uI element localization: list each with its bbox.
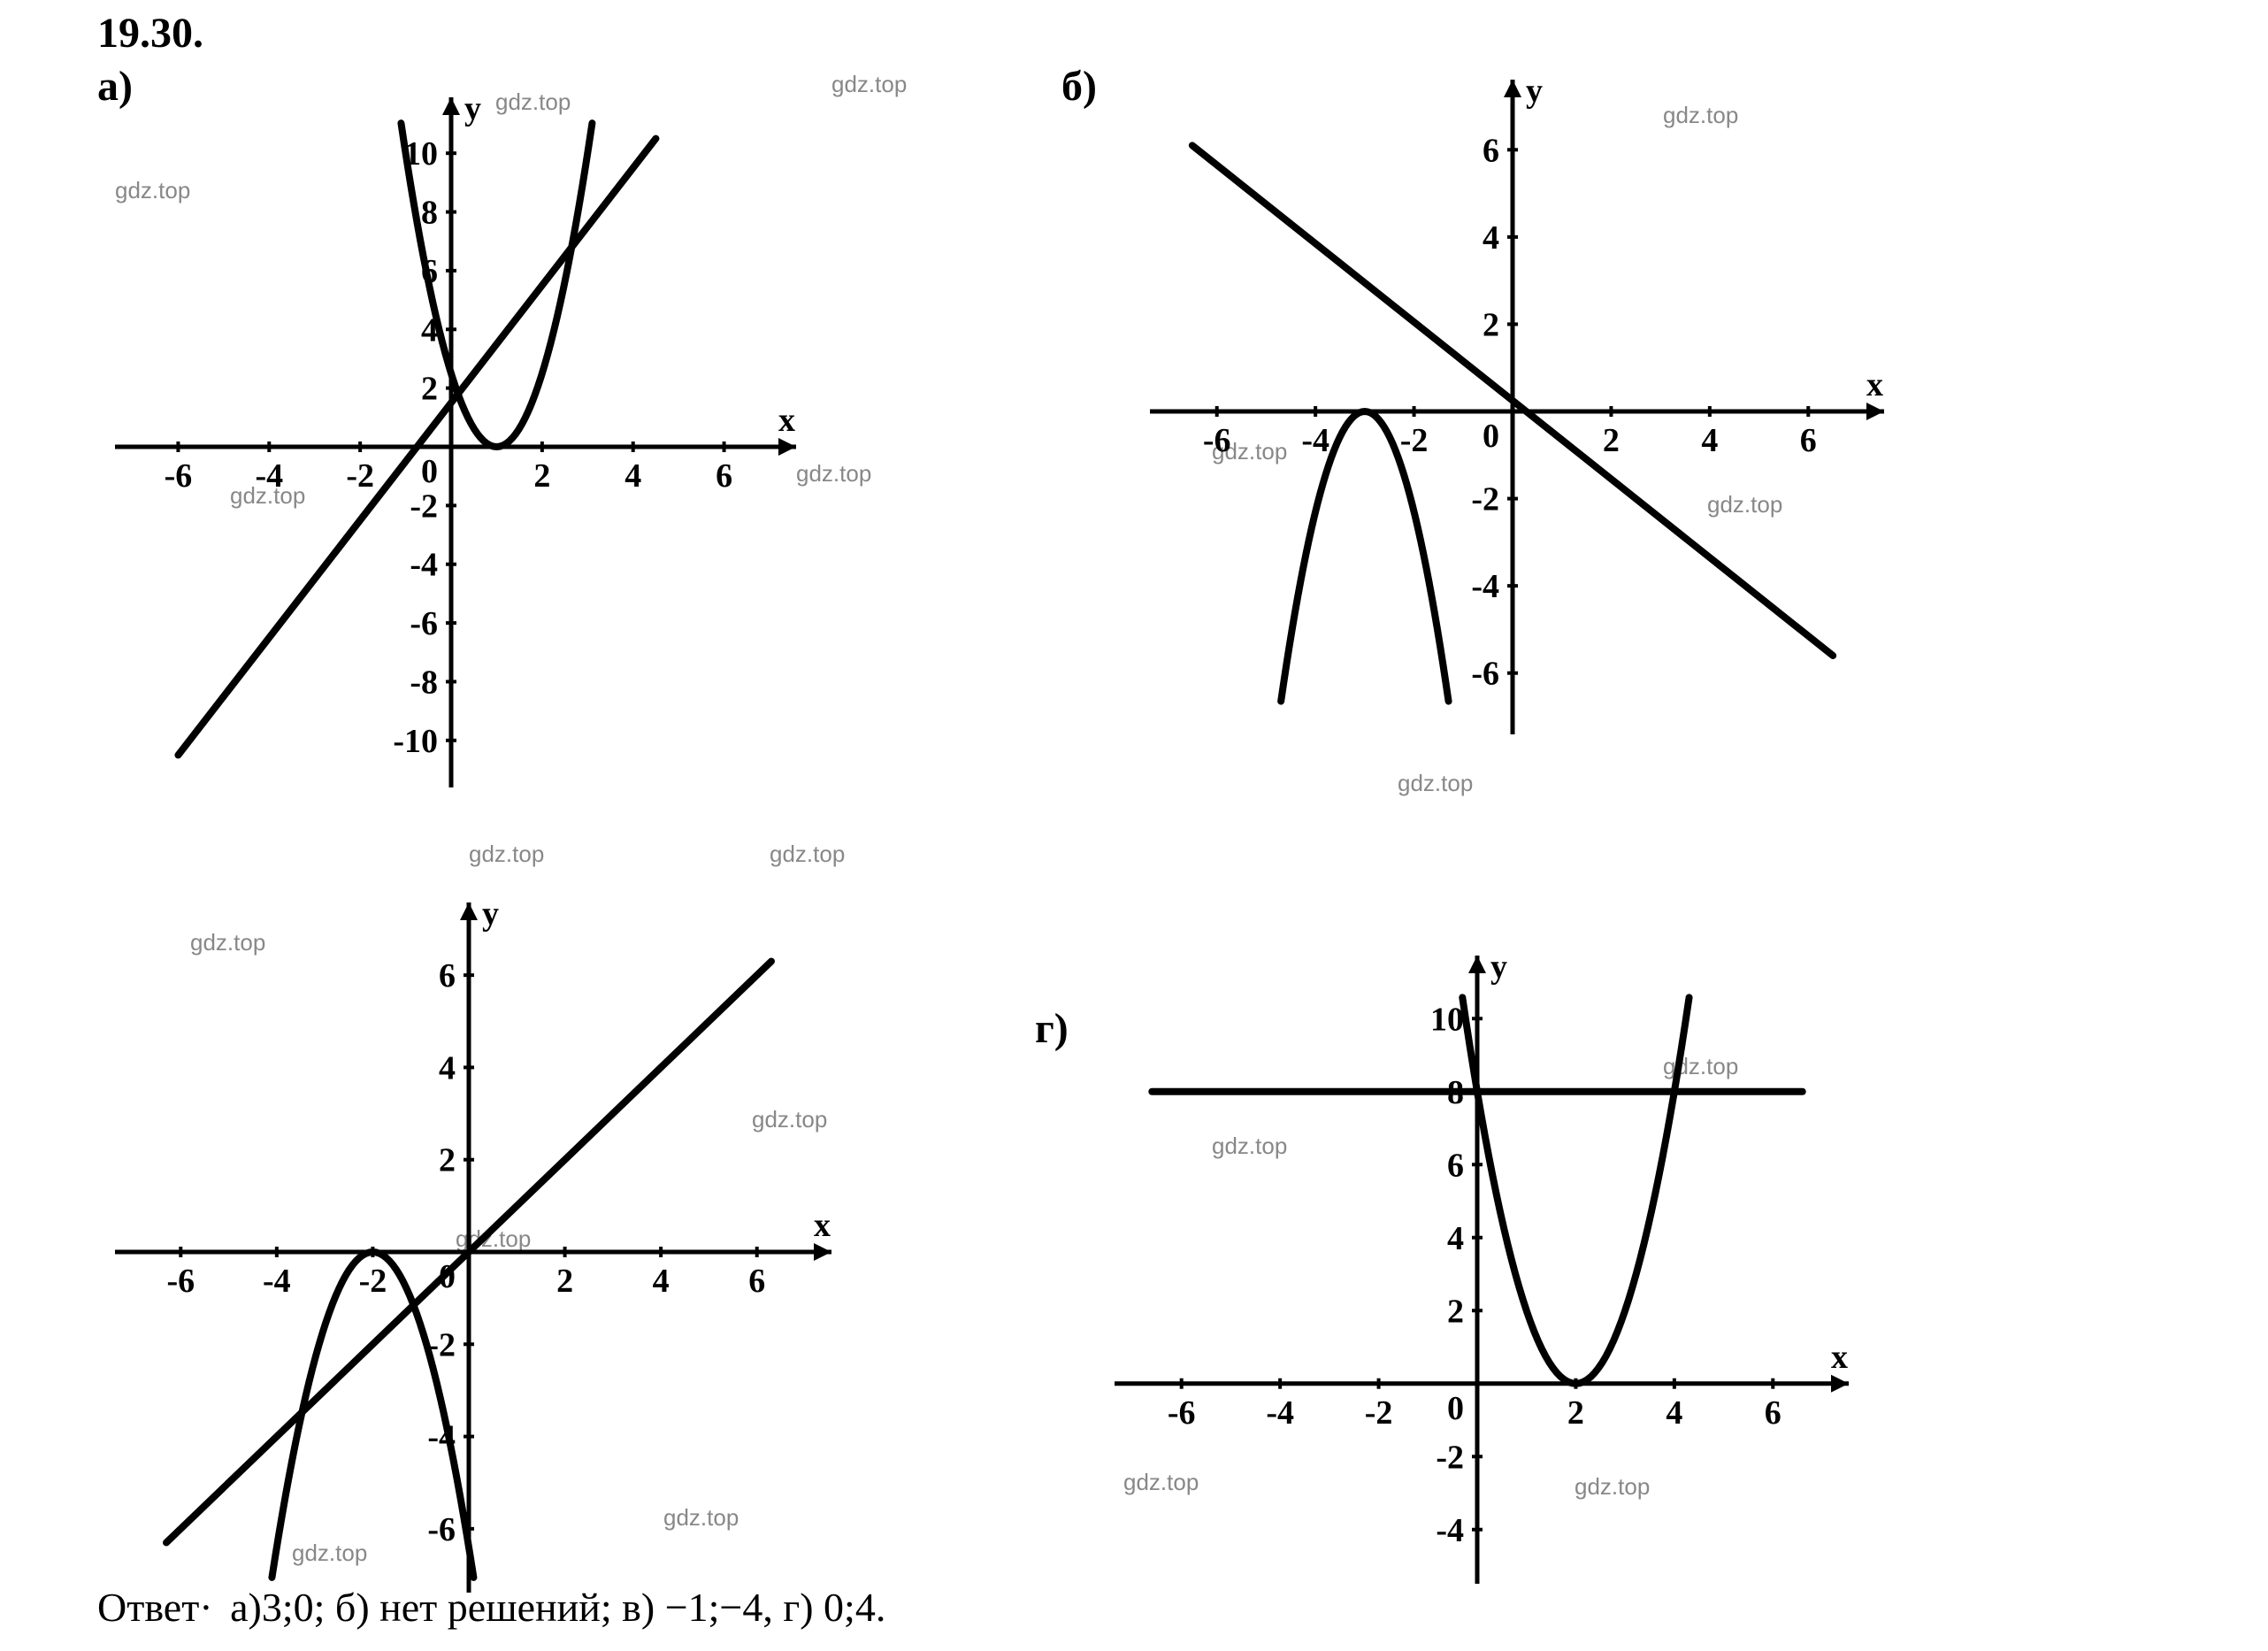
svg-text:4: 4 bbox=[1447, 1220, 1464, 1257]
svg-text:y: y bbox=[1526, 73, 1543, 110]
svg-text:-6: -6 bbox=[1203, 422, 1231, 459]
svg-text:6: 6 bbox=[439, 957, 456, 994]
svg-text:-10: -10 bbox=[393, 723, 438, 760]
svg-text:2: 2 bbox=[1567, 1394, 1584, 1432]
svg-text:2: 2 bbox=[421, 371, 438, 408]
svg-text:10: 10 bbox=[1430, 1001, 1464, 1038]
svg-text:0: 0 bbox=[421, 453, 438, 490]
svg-text:2: 2 bbox=[533, 457, 550, 495]
svg-text:-6: -6 bbox=[1168, 1394, 1196, 1432]
watermark: gdz.top bbox=[831, 71, 907, 98]
svg-text:2: 2 bbox=[1483, 306, 1499, 343]
svg-text:-8: -8 bbox=[410, 664, 438, 701]
svg-text:4: 4 bbox=[1701, 422, 1718, 459]
svg-text:-4: -4 bbox=[1436, 1512, 1464, 1549]
svg-text:4: 4 bbox=[653, 1263, 670, 1300]
svg-text:-4: -4 bbox=[1471, 568, 1499, 605]
svg-text:2: 2 bbox=[1447, 1293, 1464, 1330]
svg-text:8: 8 bbox=[421, 195, 438, 232]
svg-text:-4: -4 bbox=[410, 547, 438, 584]
svg-text:-6: -6 bbox=[166, 1263, 195, 1300]
chart-a: -6-4-2246-10-8-6-4-22468100xy bbox=[88, 80, 814, 814]
chart-g: -6-4-2246-4-22468100xy bbox=[1088, 938, 1866, 1610]
svg-text:6: 6 bbox=[716, 457, 732, 495]
svg-text:6: 6 bbox=[1765, 1394, 1781, 1432]
answer-line: Ответ· а)3;0; б) нет решений; в) −1;−4, … bbox=[97, 1584, 885, 1631]
svg-text:-6: -6 bbox=[427, 1511, 456, 1548]
svg-text:-6: -6 bbox=[410, 605, 438, 642]
svg-text:2: 2 bbox=[556, 1263, 573, 1300]
problem-number: 19.30. bbox=[97, 9, 203, 58]
svg-text:4: 4 bbox=[1666, 1394, 1682, 1432]
answer-text: а)3;0; б) нет решений; в) −1;−4, г) 0;4. bbox=[230, 1585, 885, 1630]
svg-text:x: x bbox=[1866, 366, 1883, 403]
svg-text:6: 6 bbox=[1483, 132, 1499, 169]
answer-prefix: Ответ· bbox=[97, 1585, 213, 1630]
svg-text:-6: -6 bbox=[165, 457, 193, 495]
svg-text:2: 2 bbox=[1603, 422, 1620, 459]
svg-text:-6: -6 bbox=[1471, 656, 1499, 693]
svg-text:-2: -2 bbox=[1471, 481, 1499, 518]
svg-text:-4: -4 bbox=[255, 457, 283, 495]
svg-text:y: y bbox=[464, 90, 481, 127]
svg-text:-2: -2 bbox=[359, 1263, 387, 1300]
svg-text:y: y bbox=[482, 895, 499, 933]
svg-text:6: 6 bbox=[1800, 422, 1817, 459]
svg-text:-4: -4 bbox=[1266, 1394, 1294, 1432]
svg-text:-4: -4 bbox=[263, 1263, 291, 1300]
svg-text:4: 4 bbox=[1483, 219, 1499, 257]
svg-text:-2: -2 bbox=[346, 457, 374, 495]
svg-text:-4: -4 bbox=[1301, 422, 1329, 459]
svg-text:-2: -2 bbox=[1436, 1439, 1464, 1476]
sublabel-g: г) bbox=[1035, 1004, 1069, 1053]
chart-b: -6 -4 -2 2 4 6 -6 -4 -2 2 4 6 0 x y bbox=[1123, 62, 1902, 761]
svg-text:6: 6 bbox=[1447, 1147, 1464, 1184]
svg-text:-2: -2 bbox=[1365, 1394, 1393, 1432]
chart-v: -6-4-2246-6-4-22460xy bbox=[88, 885, 849, 1619]
svg-text:2: 2 bbox=[439, 1142, 456, 1179]
watermark: gdz.top bbox=[469, 841, 544, 868]
svg-text:-2: -2 bbox=[1400, 422, 1429, 459]
svg-text:4: 4 bbox=[439, 1049, 456, 1087]
watermark: gdz.top bbox=[1398, 770, 1473, 797]
svg-text:x: x bbox=[1831, 1339, 1848, 1376]
sublabel-b: б) bbox=[1061, 62, 1097, 111]
svg-text:4: 4 bbox=[624, 457, 641, 495]
svg-text:x: x bbox=[778, 402, 795, 439]
svg-text:y: y bbox=[1490, 948, 1507, 986]
svg-text:0: 0 bbox=[1483, 418, 1499, 455]
svg-text:6: 6 bbox=[748, 1263, 765, 1300]
svg-text:x: x bbox=[814, 1207, 831, 1244]
svg-text:0: 0 bbox=[1447, 1390, 1464, 1427]
svg-text:-2: -2 bbox=[410, 488, 438, 525]
watermark: gdz.top bbox=[770, 841, 845, 868]
